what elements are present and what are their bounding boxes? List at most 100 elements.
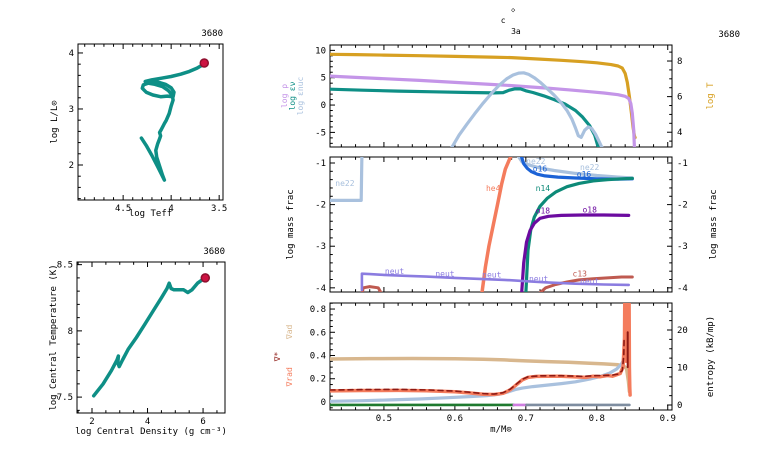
series-c13-envelope [538,275,634,292]
y-axis-label-right: entropy (kB/mp) [706,316,716,397]
y-tick-label: 20 [677,326,688,336]
y-tick-label: 3 [69,105,74,115]
series-grad-star [330,337,625,395]
y-tick-label: -4 [677,284,688,294]
x-tick-label: 3.5 [211,204,227,214]
x-axis-label: log Teff [129,209,172,219]
y-axis-label-right: log T [706,82,716,110]
series-ne22-core [330,157,364,202]
axis-box [329,44,673,148]
hr-diagram-panel: 4.5 4 3.5 2 3 4 3680 log Teff log L/L⊙ [50,29,227,219]
y-axis-label-colored: ∇ad [285,324,294,340]
y-tick-label: -1 [677,159,688,169]
x-tick-label: 4 [145,417,150,427]
y-tick-label: -4 [315,284,326,294]
y-tick-label: -3 [315,242,326,252]
y-tick-label: 0.6 [310,328,326,338]
panel-title: 3680 [203,247,225,257]
curve-label: neut [385,267,404,276]
x-axis-label: log Central Density (g cm⁻³) [75,427,227,437]
series-he4 [480,157,513,292]
curve-label: n14 [536,184,551,193]
series-layer [330,303,632,407]
y-axis-label-colored: log εν [288,81,297,110]
gradients-entropy-panel: 0.5 0.6 0.7 0.8 0.900.20.40.60.801020m/M⊙ent… [273,302,716,435]
y-tick-label: 0.8 [310,305,326,315]
y-tick-label: 8 [677,57,682,67]
y-tick-label: 0.4 [310,352,326,362]
curve-label: he4 [486,184,501,193]
y-tick-label: -2 [315,201,326,211]
y-tick-label: 0.2 [310,375,326,385]
burn-marker: ◇ [511,6,516,14]
y-axis-label-right: log mass frac [709,189,719,259]
y-tick-label: -5 [315,128,326,138]
y-axis-label-colored: ∇rad [285,367,294,387]
y-tick-label: 4 [677,128,682,138]
curve-label: neut [580,277,599,286]
series-layer [330,157,634,292]
central-t-rho-panel: 2 4 6 7.5 8 8.5 3680 log Central Density (g cm⁻… [49,247,227,437]
curve-label: ne22 [580,163,599,172]
curve-label: c13 [573,270,588,279]
profiles-panel: -5 0 5 10 4 6 8 ◇ c 3a 3680 log T log ρ log εν log εnu… [280,6,740,148]
y-tick-label: -3 [677,242,688,252]
series-log-eps-nu [330,87,600,147]
series-layer [91,276,208,398]
series-o18 [520,213,631,292]
axis-box [329,156,673,293]
x-tick-label: 0.5 [376,414,392,424]
y-tick-label: 4 [69,49,74,59]
series-central-track [91,276,208,398]
curve-label: ne22 [335,179,354,188]
curve-label: neut [529,275,548,284]
curve-label: neut [482,271,501,280]
y-tick-label: 2 [69,161,74,171]
curve-label: o16 [533,164,548,173]
y-tick-label: -1 [315,159,326,169]
series-grad-ad [330,356,632,394]
series-entropy [330,345,631,403]
marker-current-model [200,273,211,283]
panel-title: 3680 [201,29,223,39]
y-tick-label: 0 [321,101,326,111]
y-tick-label: 7.5 [57,393,73,403]
axis-box [76,261,226,414]
series-log-rho [330,74,636,147]
marker-current-model [199,58,210,68]
y-axis-label-colored: log ρ [280,84,289,108]
curve-label: o18 [536,206,551,215]
x-axis-label: m/M⊙ [490,425,512,435]
series-layer [139,61,207,182]
y-axis-label: log mass frac [286,189,296,259]
x-tick-label: 0.8 [589,414,605,424]
curve-label: o18 [582,206,597,215]
panel-title: 3680 [718,30,740,40]
burn-marker: 3a [511,27,521,36]
y-tick-label: 6 [677,93,682,103]
axis-box [77,43,224,201]
x-tick-label: 4.5 [115,204,131,214]
y-tick-label: 8.5 [57,261,73,271]
x-tick-label: 2 [89,417,94,427]
curve-label: o16 [577,170,592,179]
y-tick-label: 10 [677,364,688,374]
series-c13-core [360,285,383,292]
y-tick-label: -2 [677,201,688,211]
x-tick-label: 6 [200,417,205,427]
series-neut [360,272,631,292]
curve-label: neut [435,269,454,278]
axis-box [329,302,673,411]
series-evolution-track [139,61,207,182]
y-axis-label-colored: log εnuc [296,77,305,116]
y-axis-label-colored: ∇* [273,352,282,363]
y-tick-label: 0 [321,398,326,408]
y-axis-label: log L/L⊙ [50,100,60,143]
series-log-eps-nuc [450,71,604,147]
curve-label: ne22 [526,157,545,166]
y-tick-label: 5 [321,74,326,84]
y-axis-label: log Central Temperature (K) [49,264,59,410]
